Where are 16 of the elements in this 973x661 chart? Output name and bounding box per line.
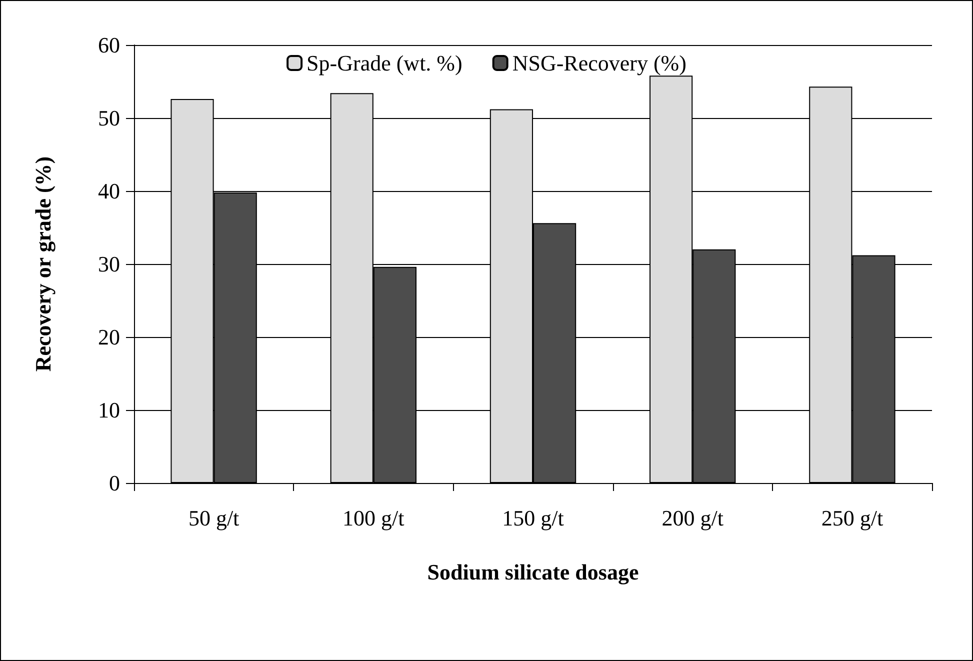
y-tick-label: 40 <box>98 178 120 204</box>
legend-label: NSG-Recovery (%) <box>512 50 686 76</box>
x-tick-label: 50 g/t <box>188 506 240 530</box>
y-tick-label: 30 <box>98 252 120 276</box>
y-tick-label: 0 <box>109 470 120 496</box>
legend-label: Sp-Grade (wt. %) <box>306 50 462 76</box>
x-tick-label: 250 g/t <box>821 506 884 530</box>
x-tick-label: 200 g/t <box>662 506 724 530</box>
x-tick-label: 100 g/t <box>342 506 404 530</box>
x-axis-title: Sodium silicate dosage <box>427 560 639 584</box>
y-tick-label: 10 <box>98 398 120 422</box>
y-tick-label: 50 <box>98 106 120 130</box>
y-axis-title: Recovery or grade (%) <box>30 156 56 372</box>
y-tick-label: 20 <box>98 324 120 350</box>
x-tick-label: 150 g/t <box>502 506 564 530</box>
y-tick-label: 60 <box>98 32 120 58</box>
